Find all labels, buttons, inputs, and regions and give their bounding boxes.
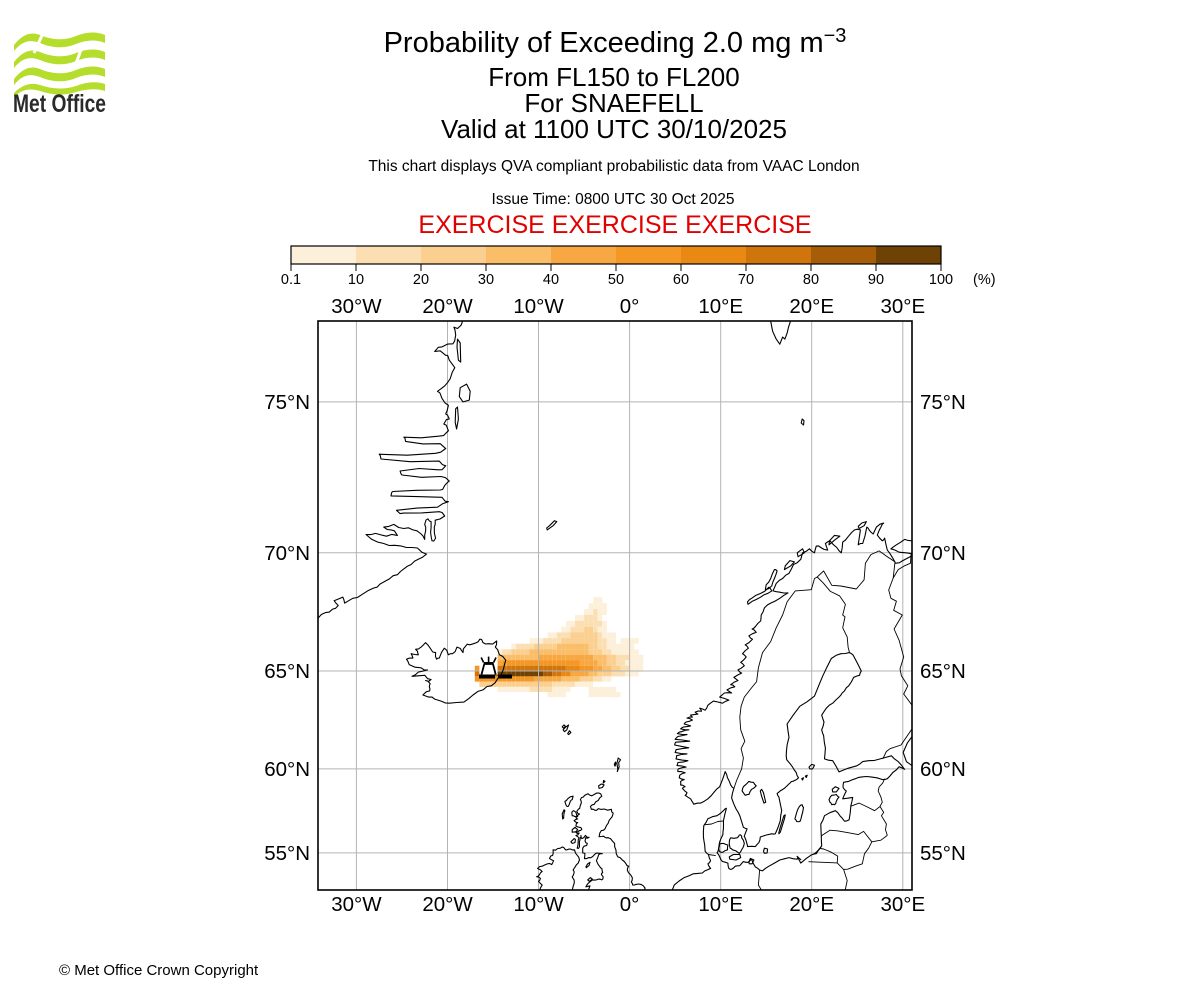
svg-text:60°N: 60°N <box>264 758 310 781</box>
svg-text:90: 90 <box>868 272 884 288</box>
svg-text:70°N: 70°N <box>920 542 966 565</box>
svg-text:75°N: 75°N <box>264 391 310 414</box>
svg-text:65°N: 65°N <box>264 660 310 683</box>
svg-text:Issue Time: 0800 UTC 30 Oct 20: Issue Time: 0800 UTC 30 Oct 2025 <box>492 191 735 208</box>
svg-text:70°N: 70°N <box>264 542 310 565</box>
svg-text:From FL150 to FL200: From FL150 to FL200 <box>488 62 739 92</box>
svg-text:10°W: 10°W <box>513 295 564 318</box>
svg-text:30: 30 <box>478 272 494 288</box>
svg-text:10°W: 10°W <box>513 893 564 916</box>
svg-text:80: 80 <box>803 272 819 288</box>
svg-text:10°E: 10°E <box>698 295 743 318</box>
svg-text:EXERCISE EXERCISE EXERCISE: EXERCISE EXERCISE EXERCISE <box>418 211 811 239</box>
svg-text:© Met Office Crown Copyright: © Met Office Crown Copyright <box>59 962 259 979</box>
svg-text:30°W: 30°W <box>331 295 382 318</box>
svg-text:40: 40 <box>543 272 559 288</box>
svg-text:20°E: 20°E <box>789 295 834 318</box>
svg-text:60°N: 60°N <box>920 758 966 781</box>
svg-text:65°N: 65°N <box>920 660 966 683</box>
svg-text:20°E: 20°E <box>789 893 834 916</box>
svg-text:50: 50 <box>608 272 624 288</box>
svg-text:20°W: 20°W <box>422 295 473 318</box>
svg-text:55°N: 55°N <box>920 842 966 865</box>
svg-text:30°E: 30°E <box>880 295 925 318</box>
svg-text:10°E: 10°E <box>698 893 743 916</box>
svg-text:0°: 0° <box>620 893 640 916</box>
svg-text:10: 10 <box>348 272 364 288</box>
svg-text:30°E: 30°E <box>880 893 925 916</box>
svg-text:55°N: 55°N <box>264 842 310 865</box>
svg-text:20: 20 <box>413 272 429 288</box>
svg-text:(%): (%) <box>973 272 996 288</box>
svg-text:0.1: 0.1 <box>281 272 301 288</box>
svg-text:Met Office: Met Office <box>13 90 106 118</box>
svg-text:Probability of Exceeding 2.0 m: Probability of Exceeding 2.0 mg m−3 <box>384 25 847 59</box>
svg-text:30°W: 30°W <box>331 893 382 916</box>
svg-text:Valid at 1100 UTC 30/10/2025: Valid at 1100 UTC 30/10/2025 <box>441 114 787 144</box>
svg-text:75°N: 75°N <box>920 391 966 414</box>
svg-text:This chart displays QVA compli: This chart displays QVA compliant probab… <box>368 158 859 175</box>
svg-text:60: 60 <box>673 272 689 288</box>
svg-text:70: 70 <box>738 272 754 288</box>
svg-text:For SNAEFELL: For SNAEFELL <box>524 88 703 118</box>
svg-text:100: 100 <box>929 272 953 288</box>
svg-text:0°: 0° <box>620 295 640 318</box>
svg-text:20°W: 20°W <box>422 893 473 916</box>
